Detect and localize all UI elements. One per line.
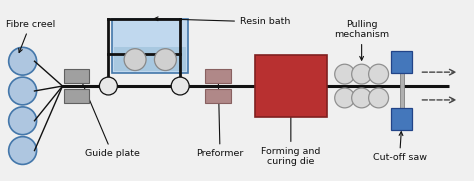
Bar [205,89,231,103]
Circle shape [352,88,372,108]
Text: Cut-off saw: Cut-off saw [373,132,427,162]
Bar [391,108,412,130]
Circle shape [9,137,36,164]
Circle shape [171,77,189,95]
Circle shape [335,64,355,84]
Circle shape [369,64,389,84]
Circle shape [9,77,36,105]
Text: Guide plate: Guide plate [78,73,140,159]
Bar [114,47,186,71]
Circle shape [9,47,36,75]
Circle shape [124,49,146,71]
Bar [205,69,231,83]
Bar [255,55,327,117]
Text: Pulling
mechanism: Pulling mechanism [334,20,389,60]
Text: Fibre creel: Fibre creel [6,20,55,52]
Text: Forming and
curing die: Forming and curing die [261,59,320,166]
Text: Preformer: Preformer [196,73,244,159]
Bar [400,62,403,110]
Circle shape [9,107,36,135]
Circle shape [100,77,118,95]
Circle shape [335,88,355,108]
Text: Resin bath: Resin bath [154,17,291,26]
Bar [64,89,90,103]
Bar [391,51,412,73]
Circle shape [352,64,372,84]
Bar [64,69,90,83]
Circle shape [369,88,389,108]
Bar [112,19,188,73]
Circle shape [155,49,176,71]
